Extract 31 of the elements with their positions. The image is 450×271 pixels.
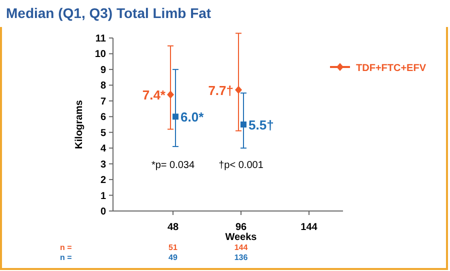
y-tick-label: 3 [100,159,106,170]
y-tick-label: 0 [100,206,106,218]
chart-title: Median (Q1, Q3) Total Limb Fat [6,5,212,21]
x-tick-label: 48 [167,222,179,233]
annotation: *p= 0.034 [151,160,195,171]
text: 51 [168,243,178,252]
y-tick-label: 7 [100,96,106,108]
text: 49 [168,253,178,262]
y-tick-label: 10 [94,49,106,60]
y-axis-title: Kilograms [74,100,85,149]
text: n = [60,243,72,252]
y-tick-label: 5 [100,128,106,139]
annotation: †p< 0.001 [218,160,264,171]
y-tick-label: 4 [100,144,106,155]
data-label: 7.4* [142,88,166,103]
data-label: 7.7† [208,82,234,98]
y-tick-label: 6 [100,112,106,124]
y-tick-label: 9 [100,64,106,76]
x-tick-label: 144 [300,222,318,233]
y-tick-label: 1 [100,190,106,202]
text: n = [60,253,72,262]
y-tick-label: 2 [100,175,106,186]
text: 144 [234,243,248,252]
data-label: 5.5† [248,118,274,132]
text: 136 [234,253,248,262]
y-tick-label: 8 [100,80,106,92]
data-label: 6.0* [180,110,205,125]
x-tick-label: 96 [235,222,247,233]
legend-label: TDF+FTC+EFV [356,63,426,74]
y-tick-label: 11 [95,34,106,44]
x-axis-title: Weeks [225,232,258,243]
